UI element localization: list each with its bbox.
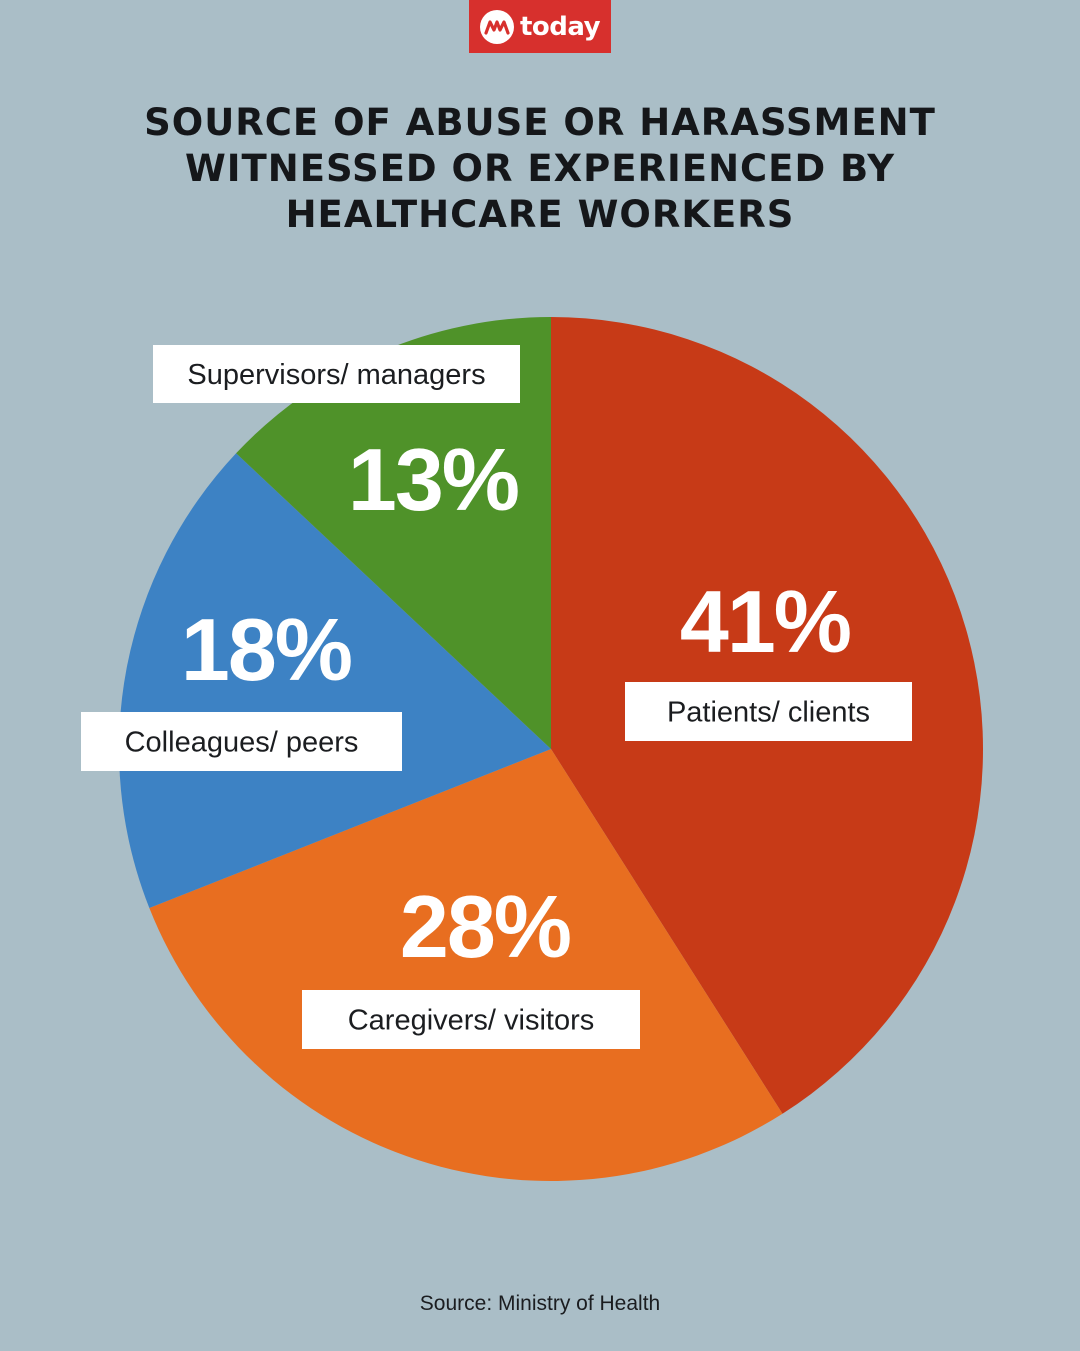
pie-slice-colleagues-peers <box>119 453 552 909</box>
label-box-caregivers-visitors <box>302 990 640 1049</box>
title-line: HEALTHCARE WORKERS <box>285 193 795 236</box>
label-box-supervisors-managers <box>153 345 520 403</box>
category-label-colleagues-peers: Colleagues/ peers <box>125 727 359 759</box>
title-line: WITNESSED OR EXPERIENCED BY <box>184 147 896 190</box>
chart-title: SOURCE OF ABUSE OR HARASSMENT WITNESSED … <box>60 100 1020 238</box>
today-logo[interactable]: today <box>469 0 611 53</box>
value-label-patients-clients: 41% <box>680 572 850 671</box>
label-box-patients-clients <box>625 682 912 741</box>
value-label-caregivers-visitors: 28% <box>400 877 570 976</box>
value-label-colleagues-peers: 18% <box>181 600 351 699</box>
category-label-caregivers-visitors: Caregivers/ visitors <box>348 1005 595 1037</box>
title-line: SOURCE OF ABUSE OR HARASSMENT <box>144 101 936 144</box>
today-logo-icon <box>479 9 514 44</box>
pie-slice-supervisors-managers <box>236 317 551 749</box>
value-label-supervisors-managers: 13% <box>348 430 518 529</box>
label-box-colleagues-peers <box>81 712 402 771</box>
category-label-patients-clients: Patients/ clients <box>667 697 870 729</box>
category-label-supervisors-managers: Supervisors/ managers <box>187 359 485 391</box>
source-note: Source: Ministry of Health <box>419 1292 661 1315</box>
pie-slice-caregivers-visitors <box>149 749 783 1181</box>
logo-text: today <box>519 11 601 42</box>
